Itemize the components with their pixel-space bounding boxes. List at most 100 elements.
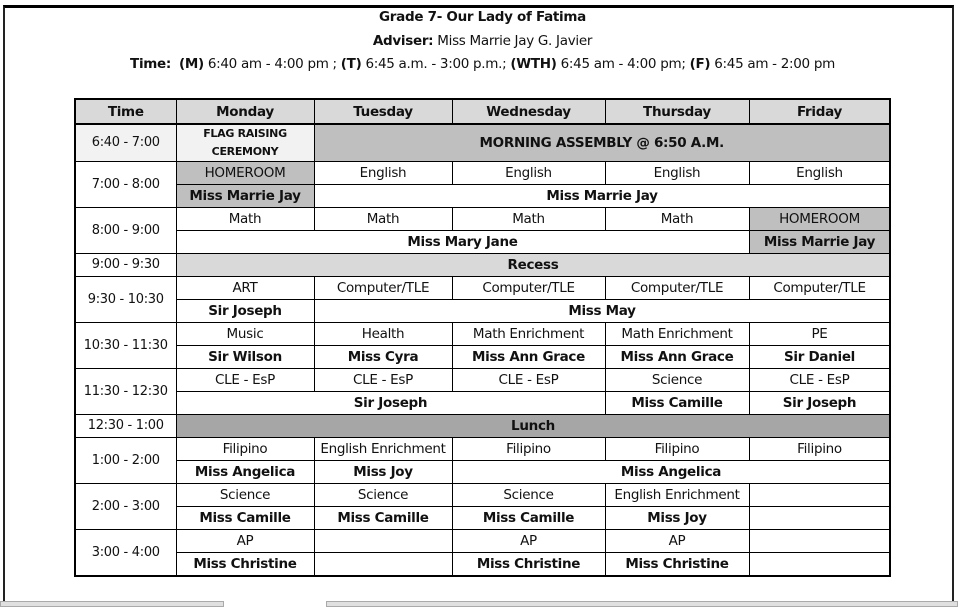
table-row: Sir Wilson Miss Cyra Miss Ann Grace Miss An… [75, 345, 891, 369]
time-t: 6:45 a.m. - 3:00 p.m.; [361, 56, 511, 72]
subject-cell: Computer/TLE [748, 276, 891, 300]
teacher-cell: Miss Marrie Jay [748, 230, 891, 254]
teacher-cell: Miss Camille [175, 506, 315, 530]
subject-cell: Filipino [748, 437, 891, 461]
subject-cell: English [313, 161, 453, 185]
table-row: 11:30 - 12:30 CLE - EsP CLE - EsP CLE - EsP… [74, 368, 891, 415]
subject-cell: Computer/TLE [313, 276, 453, 300]
table-row: Miss Camille Miss Camille Miss Camille Miss… [75, 506, 891, 530]
subject-cell: AP [175, 529, 315, 553]
subject-cell: CLE - EsP [175, 368, 315, 392]
subject-cell: Music [175, 322, 315, 346]
column-header-friday: Friday [748, 98, 891, 125]
subject-cell [748, 483, 891, 507]
table-row: 2:00 - 3:00 Science Science Science English … [74, 483, 891, 530]
time-f: 6:45 am - 2:00 pm [710, 56, 835, 72]
document-page [3, 5, 954, 605]
subject-cell: English Enrichment [604, 483, 750, 507]
subject-cell: Math [604, 207, 750, 231]
time-slot: 9:30 - 10:30 [74, 276, 177, 323]
column-header-tuesday: Tuesday [313, 98, 453, 125]
column-header-thursday: Thursday [604, 98, 750, 125]
table-header-row: Time Monday Tuesday Wednesday Thursday Friday [74, 98, 891, 125]
teacher-cell: Miss Marrie Jay [175, 184, 315, 208]
time-wth: 6:45 am - 4:00 pm; [556, 56, 690, 72]
column-header-time: Time [74, 98, 177, 125]
subject-cell: Math [313, 207, 453, 231]
time-f-label: (F) [689, 56, 711, 72]
table-row: 8:00 - 9:00 Math Math Math Math HOMEROOM [74, 207, 891, 254]
teacher-cell: Sir Joseph [748, 391, 891, 415]
teacher-cell: Miss Camille [313, 506, 453, 530]
subject-cell: AP [604, 529, 750, 553]
schedule-cell: Lunch [175, 414, 891, 438]
table-row: 1:00 - 2:00 Filipino English Enrichment Fil… [74, 437, 891, 484]
subject-cell: ART [175, 276, 315, 300]
subject-cell: AP [451, 529, 606, 553]
table-row: Miss Angelica Miss Joy Miss Angelica [75, 460, 891, 484]
subject-cell: Science [451, 483, 606, 507]
subject-cell: Math [175, 207, 315, 231]
time-t-label: (T) [340, 56, 362, 72]
class-schedule-table: Time Monday Tuesday Wednesday Thursday Friday… [74, 98, 891, 577]
time-label: Time: [130, 56, 171, 72]
subject-cell: English [604, 161, 750, 185]
subject-cell: Filipino [451, 437, 606, 461]
subject-cell: Math Enrichment [604, 322, 750, 346]
time-m: 6:40 am - 4:00 pm ; [203, 56, 341, 72]
time-slot: 1:00 - 2:00 [74, 437, 177, 484]
teacher-cell: Sir Daniel [748, 345, 891, 369]
teacher-cell: Miss Joy [604, 506, 750, 530]
subject-cell: CLE - EsP [451, 368, 606, 392]
teacher-cell: Miss May [313, 299, 891, 323]
horizontal-scrollbar-right[interactable] [326, 601, 958, 607]
adviser-label: Adviser: [372, 33, 434, 49]
table-row: 9:00 - 9:30 Recess [74, 253, 891, 277]
teacher-cell: Sir Joseph [175, 299, 315, 323]
horizontal-scrollbar-left[interactable] [0, 601, 224, 607]
subject-cell: English [748, 161, 891, 185]
teacher-cell [313, 552, 453, 577]
subject-cell: Science [604, 368, 750, 392]
subject-cell: HOMEROOM [748, 207, 891, 231]
table-row: Sir Joseph Miss Camille Sir Joseph [75, 391, 891, 415]
table-row: 7:00 - 8:00 HOMEROOM English English English… [74, 161, 891, 208]
teacher-cell [748, 552, 891, 577]
teacher-cell: Miss Angelica [451, 460, 891, 484]
teacher-cell: Miss Ann Grace [451, 345, 606, 369]
subject-cell: Science [175, 483, 315, 507]
subject-cell: Math [451, 207, 606, 231]
teacher-cell: Sir Wilson [175, 345, 315, 369]
teacher-cell: Miss Ann Grace [604, 345, 750, 369]
time-wth-label: (WTH) [510, 56, 557, 72]
adviser-line: Adviser: Miss Marrie Jay G. Javier [0, 33, 965, 49]
teacher-cell [748, 506, 891, 530]
teacher-cell: Miss Christine [451, 552, 606, 577]
table-row: Sir Joseph Miss May [75, 299, 891, 323]
subject-cell [313, 529, 453, 553]
subject-cell: Health [313, 322, 453, 346]
column-header-monday: Monday [175, 98, 315, 125]
teacher-cell: Sir Joseph [175, 391, 606, 415]
time-slot: 12:30 - 1:00 [74, 414, 177, 438]
column-header-wednesday: Wednesday [451, 98, 606, 125]
subject-cell: Science [313, 483, 453, 507]
table-row: 3:00 - 4:00 AP AP AP [74, 529, 891, 577]
time-slot: 9:00 - 9:30 [74, 253, 177, 277]
time-slot: 3:00 - 4:00 [74, 529, 177, 577]
teacher-cell: Miss Christine [604, 552, 750, 577]
subject-cell: Filipino [604, 437, 750, 461]
table-row: 12:30 - 1:00 Lunch [74, 414, 891, 438]
teacher-cell: Miss Joy [313, 460, 453, 484]
table-row: 9:30 - 10:30 ART Computer/TLE Computer/TLE C… [74, 276, 891, 323]
schedule-title: Grade 7- Our Lady of Fatima [379, 9, 586, 25]
adviser-name: Miss Marrie Jay G. Javier [433, 33, 593, 49]
table-row: Miss Mary Jane Miss Marrie Jay [75, 230, 891, 254]
subject-cell: Computer/TLE [604, 276, 750, 300]
time-slot: 11:30 - 12:30 [74, 368, 177, 415]
table-row: Miss Christine Miss Christine Miss Christi… [75, 552, 891, 577]
time-slot: 2:00 - 3:00 [74, 483, 177, 530]
teacher-cell: Miss Camille [604, 391, 750, 415]
subject-cell: English Enrichment [313, 437, 453, 461]
subject-cell: HOMEROOM [175, 161, 315, 185]
